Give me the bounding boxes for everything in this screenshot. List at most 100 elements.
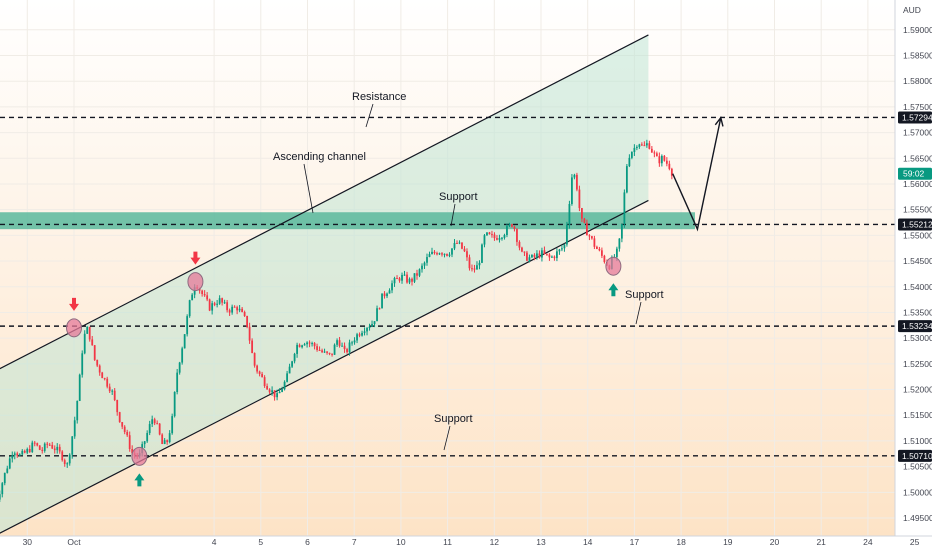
y-tick-label: 1.50000 <box>903 487 932 497</box>
annotation-pointer <box>635 301 642 325</box>
candle-body <box>366 328 368 332</box>
candle-body <box>43 443 46 451</box>
candle-body <box>476 265 478 270</box>
y-tick-label: 1.54500 <box>903 256 932 266</box>
candle-body <box>21 450 24 455</box>
candle-body <box>411 278 413 282</box>
candle-body <box>346 349 348 353</box>
candle-body <box>645 143 648 146</box>
candle-body <box>86 326 89 334</box>
candle-body <box>216 303 219 305</box>
candle-body <box>336 340 338 345</box>
candle-body <box>93 345 96 360</box>
candle-body <box>431 251 433 255</box>
candle-body <box>173 391 176 417</box>
candle-body <box>453 242 456 249</box>
current-price-text: 59:02 <box>903 169 925 179</box>
candle-body <box>625 166 628 193</box>
channel-upper-line[interactable] <box>0 34 649 370</box>
price-tag-1.53234: 1.53234 <box>898 320 932 333</box>
candle-body <box>266 386 269 390</box>
candles <box>0 139 673 503</box>
candle-body <box>306 342 308 345</box>
candle-body <box>383 293 386 297</box>
y-tick-label: 1.54000 <box>903 282 932 292</box>
annotation-support_2: Support <box>434 413 473 425</box>
candle-body <box>655 153 658 157</box>
candle-body <box>121 422 124 427</box>
candle-body <box>650 148 653 153</box>
candle-body <box>401 274 403 281</box>
candle-body <box>238 308 241 311</box>
candle-body <box>143 441 146 445</box>
y-tick-label: 1.49500 <box>903 513 932 523</box>
candle-body <box>221 298 224 303</box>
candle-body <box>558 249 561 252</box>
x-tick-label: 25 <box>910 537 920 547</box>
candle-body <box>513 226 516 230</box>
candle-body <box>396 278 398 280</box>
candle-body <box>658 156 661 164</box>
candle-body <box>541 250 543 258</box>
candle-body <box>421 265 423 270</box>
candle-body <box>343 345 346 350</box>
x-tick-label: 13 <box>536 537 546 547</box>
candle-body <box>581 208 583 219</box>
candle-body <box>563 244 566 249</box>
candle-body <box>163 440 166 444</box>
candle-body <box>368 326 371 329</box>
candle-body <box>663 155 666 161</box>
candle-body <box>633 147 636 153</box>
y-tick-label: 1.51000 <box>903 436 932 446</box>
candle-body <box>471 268 473 270</box>
candle-body <box>591 236 593 239</box>
candle-body <box>11 455 14 459</box>
x-tick-label: 24 <box>863 537 873 547</box>
candle-body <box>161 434 164 444</box>
y-tick-label: 1.55500 <box>903 205 932 215</box>
candle-body <box>311 343 313 345</box>
price-axis-ticks: 1.59000 1.58500 1.58000 1.57500 1.57000 1.565… <box>903 25 932 523</box>
candle-body <box>328 352 331 354</box>
y-tick-label: 1.57000 <box>903 128 932 138</box>
annotation-pointer <box>365 103 374 128</box>
candle-body <box>36 443 39 446</box>
candle-body <box>538 253 541 258</box>
candle-body <box>353 340 356 343</box>
y-tick-label: 1.58500 <box>903 51 932 61</box>
price-tag-1.50710: 1.50710 <box>898 449 932 462</box>
candle-body <box>511 224 513 227</box>
candle-body <box>438 253 441 255</box>
candle-body <box>481 244 483 263</box>
candle-body <box>301 345 303 348</box>
candle-body <box>211 303 214 311</box>
candle-body <box>23 450 26 453</box>
candle-body <box>576 174 578 190</box>
candle-body <box>243 312 246 316</box>
candle-body <box>166 440 169 443</box>
candle-body <box>448 254 451 256</box>
candle-body <box>103 378 106 380</box>
candle-body <box>66 463 69 465</box>
candle-body <box>31 442 34 452</box>
candle-body <box>131 449 134 454</box>
candle-body <box>496 238 498 240</box>
candle-body <box>518 241 521 248</box>
candle-body <box>236 307 239 311</box>
candle-body <box>123 426 126 432</box>
x-tick-label: 6 <box>305 537 310 547</box>
candle-body <box>323 351 326 353</box>
candle-body <box>386 293 388 297</box>
annotation-support_zone: Support <box>439 191 478 203</box>
price-tag-box <box>898 449 932 462</box>
candle-body <box>635 146 638 148</box>
candle-body <box>381 293 383 309</box>
candle-body <box>501 237 503 239</box>
candle-body <box>213 303 216 305</box>
candle-body <box>48 444 51 446</box>
candle-body <box>296 344 298 354</box>
projection-path[interactable] <box>672 116 724 232</box>
touch-marker <box>66 318 82 338</box>
candle-body <box>273 390 276 398</box>
